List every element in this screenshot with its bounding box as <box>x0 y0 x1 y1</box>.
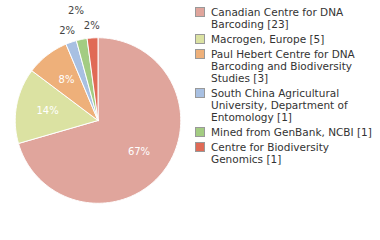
html-text:Paul Hebert Centre for DNA Bar: Paul Hebert Centre for DNA Barcoding and… <box>211 48 355 84</box>
svg-text:2%: 2% <box>68 5 84 16</box>
svg-text:14%: 14% <box>36 105 58 116</box>
html-text:Centre for Biodiversity Genomi: Centre for Biodiversity Genomics [1] <box>211 141 330 165</box>
html-text:Mined from GenBank, NCBI [1]: Mined from GenBank, NCBI [1] <box>211 126 372 138</box>
html-text:South China Agricultural Unive: South China Agricultural University, Dep… <box>211 87 348 123</box>
svg-text:2%: 2% <box>59 25 75 36</box>
html-text:Macrogen, Europe [5]: Macrogen, Europe [5] <box>211 33 325 45</box>
svg-text:67%: 67% <box>128 146 150 157</box>
svg-text:2%: 2% <box>84 20 100 31</box>
svg-text:8%: 8% <box>59 74 75 85</box>
html-text:Canadian Centre for DNA Barcod: Canadian Centre for DNA Barcoding [23] <box>211 6 344 30</box>
